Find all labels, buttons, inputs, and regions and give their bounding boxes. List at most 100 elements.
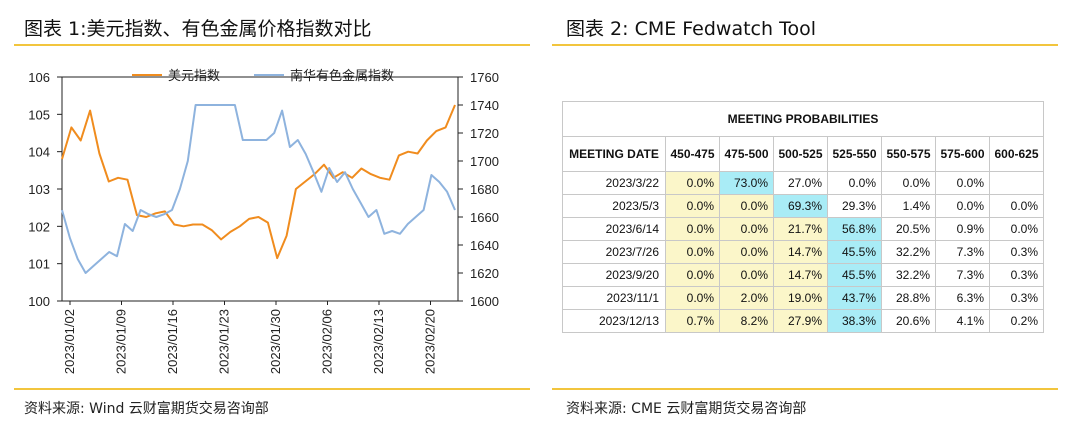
left-y-tick-label: 105 <box>28 107 50 122</box>
left-y-tick-label: 106 <box>28 70 50 85</box>
x-tick-label: 2023/01/02 <box>62 309 77 374</box>
probability-cell: 21.7% <box>773 217 828 241</box>
x-tick-label: 2023/01/09 <box>114 309 129 374</box>
probability-cell: 14.7% <box>773 240 828 264</box>
table-row: 2023/6/14 0.0% 0.0% 21.7% 56.8% 20.5% 0.9% 0.0% <box>562 217 1044 241</box>
right-y-tick-label: 1660 <box>470 210 499 225</box>
probability-cell: 0.0% <box>719 240 774 264</box>
meeting-date-cell: 2023/9/20 <box>562 263 666 287</box>
column-header: 500-525 <box>773 136 828 172</box>
probability-cell: 69.3% <box>773 194 828 218</box>
left-y-tick-label: 103 <box>28 182 50 197</box>
legend-label: 南华有色金属指数 <box>290 68 394 84</box>
right-y-tick-label: 1720 <box>470 126 499 141</box>
probability-cell: 2.0% <box>719 286 774 310</box>
table-row: 2023/3/22 0.0% 73.0% 27.0% 0.0% 0.0% 0.0% <box>562 171 1044 195</box>
probability-cell: 27.9% <box>773 309 828 333</box>
probability-cell: 0.0% <box>665 171 720 195</box>
right-y-tick-label: 1680 <box>470 182 499 197</box>
left-chart-panel: 图表 1:美元指数、有色金属价格指数对比 106 105 104 103 102 101 1… <box>0 0 530 430</box>
meeting-probabilities-table: MEETING PROBABILITIES MEETING DATE 450-47… <box>562 101 1044 333</box>
probability-cell: 0.0% <box>719 263 774 287</box>
probability-cell: 8.2% <box>719 309 774 333</box>
source-rule <box>14 388 530 390</box>
plot-frame <box>61 76 459 302</box>
probability-cell: 45.5% <box>827 263 882 287</box>
column-header: 600-625 <box>989 136 1044 172</box>
right-table-panel: 图表 2: CME Fedwatch Tool MEETING PROBABIL… <box>552 0 1080 430</box>
meeting-date-cell: 2023/11/1 <box>562 286 666 310</box>
x-tick-label: 2023/01/30 <box>268 309 283 374</box>
meeting-date-cell: 2023/6/14 <box>562 217 666 241</box>
probability-cell: 38.3% <box>827 309 882 333</box>
probability-cell: 43.7% <box>827 286 882 310</box>
legend-label: 美元指数 <box>168 69 220 84</box>
probability-cell: 6.3% <box>935 286 990 310</box>
right-y-tick-label: 1640 <box>470 238 499 253</box>
meeting-date-cell: 2023/3/22 <box>562 171 666 195</box>
table-header-row: MEETING DATE 450-475 475-500 500-525 525-550… <box>562 136 1044 172</box>
probability-cell: 0.7% <box>665 309 720 333</box>
column-header: 475-500 <box>719 136 774 172</box>
probability-cell: 19.0% <box>773 286 828 310</box>
chart-title: 图表 1:美元指数、有色金属价格指数对比 <box>24 18 372 40</box>
table-caption: MEETING PROBABILITIES <box>562 101 1044 137</box>
probability-cell: 0.0% <box>827 171 882 195</box>
probability-cell: 0.0% <box>665 217 720 241</box>
probability-cell: 0.0% <box>665 263 720 287</box>
probability-cell: 4.1% <box>935 309 990 333</box>
probability-cell: 0.0% <box>935 171 990 195</box>
left-y-tick-label: 101 <box>28 257 50 272</box>
left-y-tick-label: 102 <box>28 219 50 234</box>
probability-cell: 0.0% <box>665 286 720 310</box>
probability-cell: 0.3% <box>989 286 1044 310</box>
probability-cell: 7.3% <box>935 263 990 287</box>
probability-cell: 7.3% <box>935 240 990 264</box>
left-y-tick-label: 100 <box>28 294 50 309</box>
probability-cell: 0.2% <box>989 309 1044 333</box>
probability-cell: 29.3% <box>827 194 882 218</box>
probability-cell: 0.0% <box>989 194 1044 218</box>
probability-cell: 0.0% <box>665 240 720 264</box>
x-tick-label: 2023/02/06 <box>320 309 335 374</box>
left-y-tick-label: 104 <box>28 145 50 160</box>
probability-cell: 0.3% <box>989 240 1044 264</box>
table-row: 2023/12/13 0.7% 8.2% 27.9% 38.3% 20.6% 4.1% 0.2… <box>562 309 1044 333</box>
column-header: MEETING DATE <box>562 136 666 172</box>
chart-source: 资料来源: Wind 云财富期货交易咨询部 <box>24 401 269 417</box>
meeting-date-cell: 2023/5/3 <box>562 194 666 218</box>
probability-cell: 0.0% <box>881 171 936 195</box>
probability-cell: 20.5% <box>881 217 936 241</box>
probability-cell: 28.8% <box>881 286 936 310</box>
column-header: 525-550 <box>827 136 882 172</box>
probability-cell: 0.0% <box>665 194 720 218</box>
table-source: 资料来源: CME 云财富期货交易咨询部 <box>566 401 807 417</box>
table-title: 图表 2: CME Fedwatch Tool <box>566 18 816 40</box>
right-y-tick-label: 1600 <box>470 294 499 309</box>
metal-index-line <box>61 104 456 274</box>
right-y-tick-label: 1740 <box>470 98 499 113</box>
probability-cell: 0.0% <box>719 217 774 241</box>
column-header: 575-600 <box>935 136 990 172</box>
right-y-tick-label: 1700 <box>470 154 499 169</box>
meeting-date-cell: 2023/12/13 <box>562 309 666 333</box>
probability-cell: 0.3% <box>989 263 1044 287</box>
column-header: 450-475 <box>665 136 720 172</box>
right-y-tick-label: 1760 <box>470 70 499 85</box>
probability-cell: 1.4% <box>881 194 936 218</box>
title-rule-right <box>552 44 1058 46</box>
probability-cell: 14.7% <box>773 263 828 287</box>
right-y-tick-label: 1620 <box>470 266 499 281</box>
x-tick-label: 2023/01/16 <box>165 309 180 374</box>
probability-cell: 73.0% <box>719 171 774 195</box>
probability-cell: 27.0% <box>773 171 828 195</box>
table-row: 2023/5/3 0.0% 0.0% 69.3% 29.3% 1.4% 0.0% 0.0% <box>562 194 1044 218</box>
table-row: 2023/7/26 0.0% 0.0% 14.7% 45.5% 32.2% 7.3% 0.3% <box>562 240 1044 264</box>
probability-cell: 32.2% <box>881 263 936 287</box>
source-rule-right <box>552 388 1058 390</box>
probability-cell: 56.8% <box>827 217 882 241</box>
probability-cell <box>989 171 1044 195</box>
x-tick-label: 2023/01/23 <box>217 309 232 374</box>
title-rule <box>14 44 530 46</box>
probability-cell: 32.2% <box>881 240 936 264</box>
